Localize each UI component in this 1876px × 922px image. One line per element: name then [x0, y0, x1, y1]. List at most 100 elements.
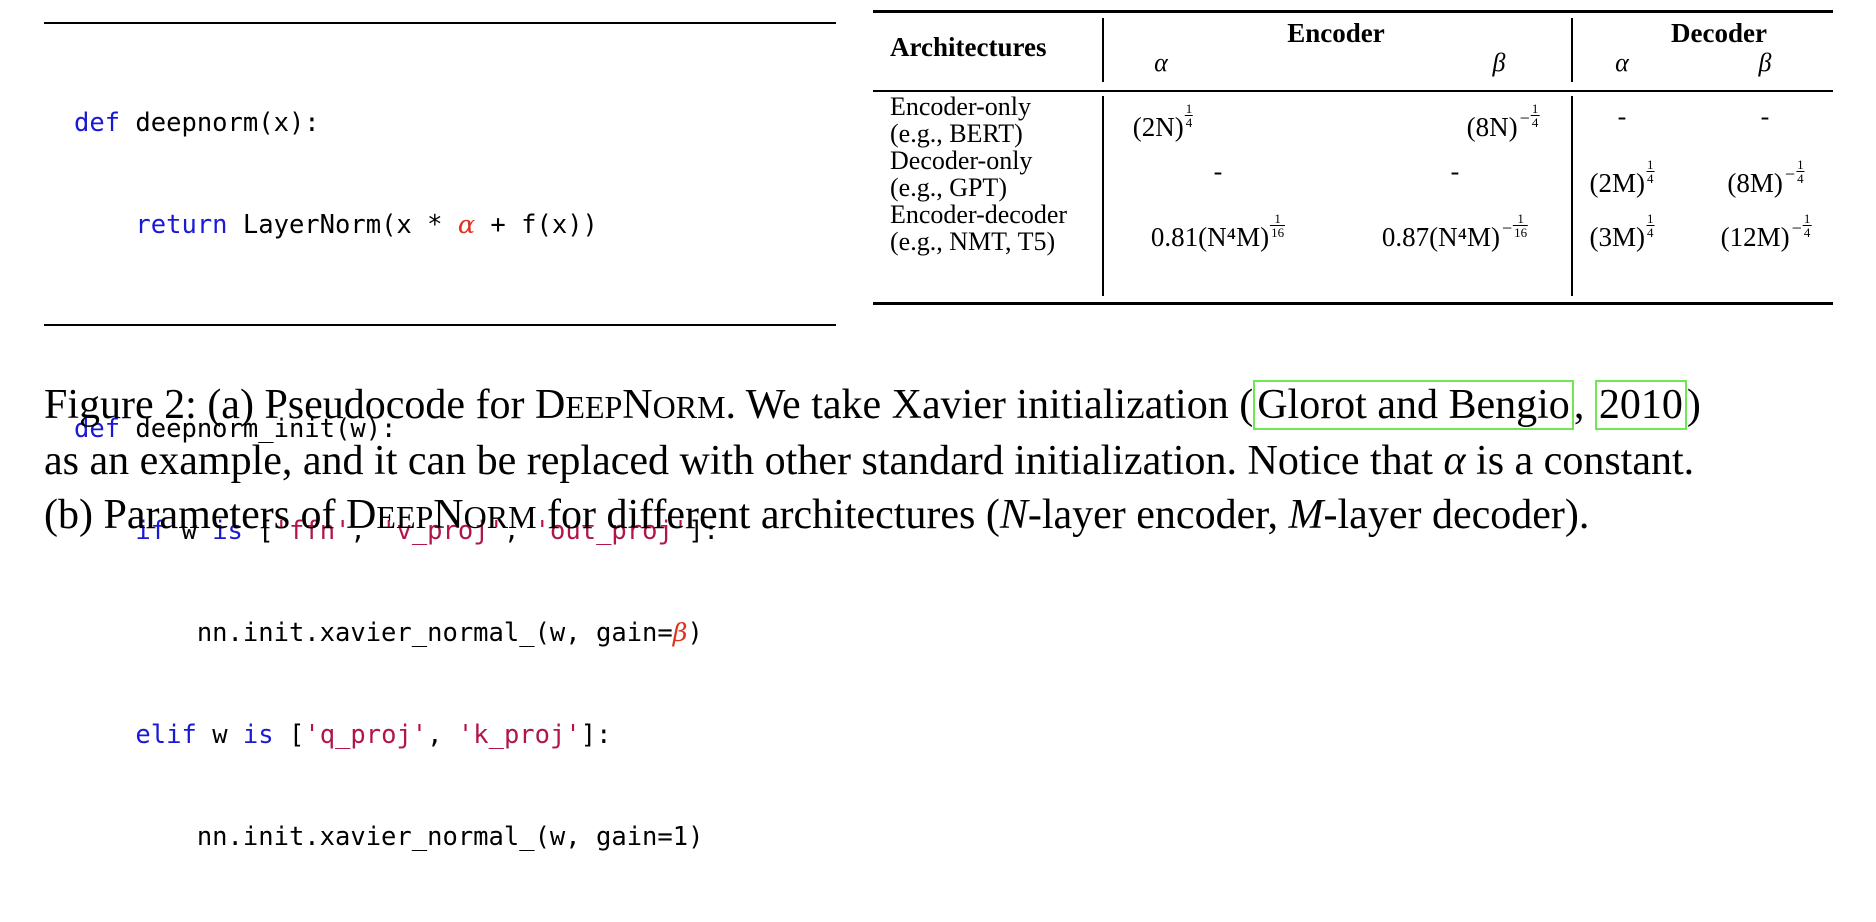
alpha-symbol: α: [457, 210, 476, 240]
cell-dec-beta: -: [1760, 102, 1770, 131]
code-line-1: def deepnorm(x):: [74, 106, 719, 140]
frac-den: 4: [1185, 115, 1193, 130]
beta-symbol: β: [672, 618, 688, 648]
header-decoder: Decoder: [1671, 18, 1767, 48]
caption-text: -layer encoder,: [1027, 492, 1289, 538]
code-text: nn.init.xavier_normal_(w, gain=: [196, 618, 673, 648]
code-line-6: elif w is ['q_proj', 'k_proj']:: [74, 718, 719, 752]
math-base: (N⁴M): [1429, 222, 1500, 253]
caption-text: -layer decoder).: [1323, 492, 1590, 538]
deepnorm-smallcaps: DEEPNORM: [535, 382, 725, 428]
caption-text: is a constant.: [1465, 438, 1695, 484]
frac-den: 4: [1797, 171, 1804, 186]
code-text: ]:: [580, 720, 612, 750]
caption-line-2: as an example, and it can be replaced wi…: [44, 434, 1844, 488]
code-text: ): [687, 618, 703, 648]
math-var: N: [999, 492, 1028, 538]
code-text: nn.init.xavier_normal_(w, gain=1): [196, 822, 704, 852]
header-enc-beta: β: [1492, 48, 1506, 77]
column-divider: [1102, 18, 1104, 82]
keyword: is: [242, 720, 274, 750]
code-line-5: nn.init.xavier_normal_(w, gain=β): [74, 616, 719, 650]
code-text: deepnorm(x):: [120, 108, 320, 138]
frac-num: 1: [1796, 157, 1805, 172]
figure-caption: Figure 2: (a) Pseudocode for DEEPNORM. W…: [44, 378, 1844, 544]
column-divider: [1571, 18, 1573, 82]
caption-text: Figure 2: (a) Pseudocode for: [44, 382, 536, 428]
cell-dec-beta: (8M) −1 4: [1727, 158, 1805, 199]
code-text: ,: [427, 720, 458, 750]
code-line-2: return LayerNorm(x * α + f(x)): [74, 208, 719, 242]
header-architectures: Architectures: [890, 32, 1047, 62]
cell-enc-beta: -: [1450, 157, 1460, 186]
cell-enc-alpha: -: [1213, 157, 1223, 186]
column-divider: [1571, 96, 1573, 296]
row-example: (e.g., BERT): [890, 119, 1023, 148]
table-bottom-rule: [873, 302, 1833, 305]
frac-den: 16: [1271, 225, 1285, 240]
math-base: (8N): [1466, 112, 1518, 143]
cell-enc-alpha: (2N) 1 4: [1132, 101, 1194, 143]
table-header-rule: [873, 90, 1833, 92]
frac-den: 4: [1531, 115, 1539, 130]
row-example: (e.g., NMT, T5): [890, 227, 1056, 256]
header-enc-alpha: α: [1154, 48, 1168, 77]
math-coef: 0.81: [1150, 222, 1199, 253]
caption-text: as an example, and it can be replaced wi…: [44, 438, 1444, 484]
table-top-rule: [873, 10, 1833, 13]
frac-num: 1: [1530, 101, 1540, 116]
frac-num: 1: [1270, 212, 1286, 226]
parameters-table: Architectures Encoder Decoder α β α β En…: [873, 10, 1833, 305]
row-name: Encoder-decoder: [890, 200, 1068, 229]
caption-text: for different architectures (: [536, 492, 1000, 538]
frac-num: 1: [1646, 211, 1655, 226]
code-line-3: def deepnorm_init(w):: [74, 412, 719, 446]
citation-author-link[interactable]: Glorot and Bengio: [1253, 380, 1574, 430]
frac-num: 1: [1646, 157, 1655, 172]
math-base: (12M): [1720, 222, 1790, 253]
smallcaps-letter: D: [346, 492, 377, 538]
minus-sign: −: [1519, 107, 1530, 128]
frac-num: 1: [1802, 211, 1812, 226]
citation-year-link[interactable]: 2010: [1594, 380, 1687, 430]
math-base: (2N): [1132, 112, 1184, 143]
cell-enc-alpha: 0.81(N⁴M) 1 16: [1150, 212, 1286, 253]
math-var: M: [1288, 492, 1324, 538]
code-text: + f(x)): [475, 210, 598, 240]
column-divider: [1102, 96, 1104, 296]
frac-den: 4: [1647, 171, 1654, 186]
math-base: (N⁴M): [1198, 222, 1270, 253]
smallcaps-letter: EEP: [565, 389, 623, 425]
caption-text: . We take Xavier initialization (: [725, 382, 1254, 428]
math-base: (8M): [1727, 168, 1783, 199]
minus-sign: −: [1791, 217, 1802, 238]
row-example: (e.g., GPT): [890, 173, 1007, 202]
exponent-fraction: 1 16: [1270, 212, 1286, 240]
math-base: (3M): [1589, 222, 1646, 253]
code-line-7: nn.init.xavier_normal_(w, gain=1): [74, 820, 719, 854]
caption-text: ): [1686, 382, 1701, 428]
smallcaps-letter: N: [622, 382, 653, 428]
header-encoder: Encoder: [1287, 18, 1385, 48]
cell-dec-alpha: (3M) 1 4: [1590, 212, 1655, 252]
row-name: Decoder-only: [890, 146, 1033, 175]
cell-dec-alpha: -: [1617, 102, 1627, 131]
keyword: elif: [135, 720, 197, 750]
frac-den: 4: [1803, 225, 1811, 240]
pseudocode-panel: def deepnorm(x): return LayerNorm(x * α …: [44, 22, 836, 852]
code-blank-line: [74, 310, 719, 344]
frac-num: 1: [1184, 101, 1194, 116]
code-text: deepnorm_init(w):: [120, 414, 397, 444]
keyword: return: [135, 210, 228, 240]
smallcaps-letter: N: [433, 492, 464, 538]
math-coef: 0.87: [1381, 222, 1430, 253]
exponent-fraction: 1 16: [1513, 212, 1529, 239]
header-dec-alpha: α: [1615, 48, 1629, 77]
smallcaps-letter: EEP: [376, 499, 434, 535]
frac-den: 4: [1647, 225, 1654, 240]
